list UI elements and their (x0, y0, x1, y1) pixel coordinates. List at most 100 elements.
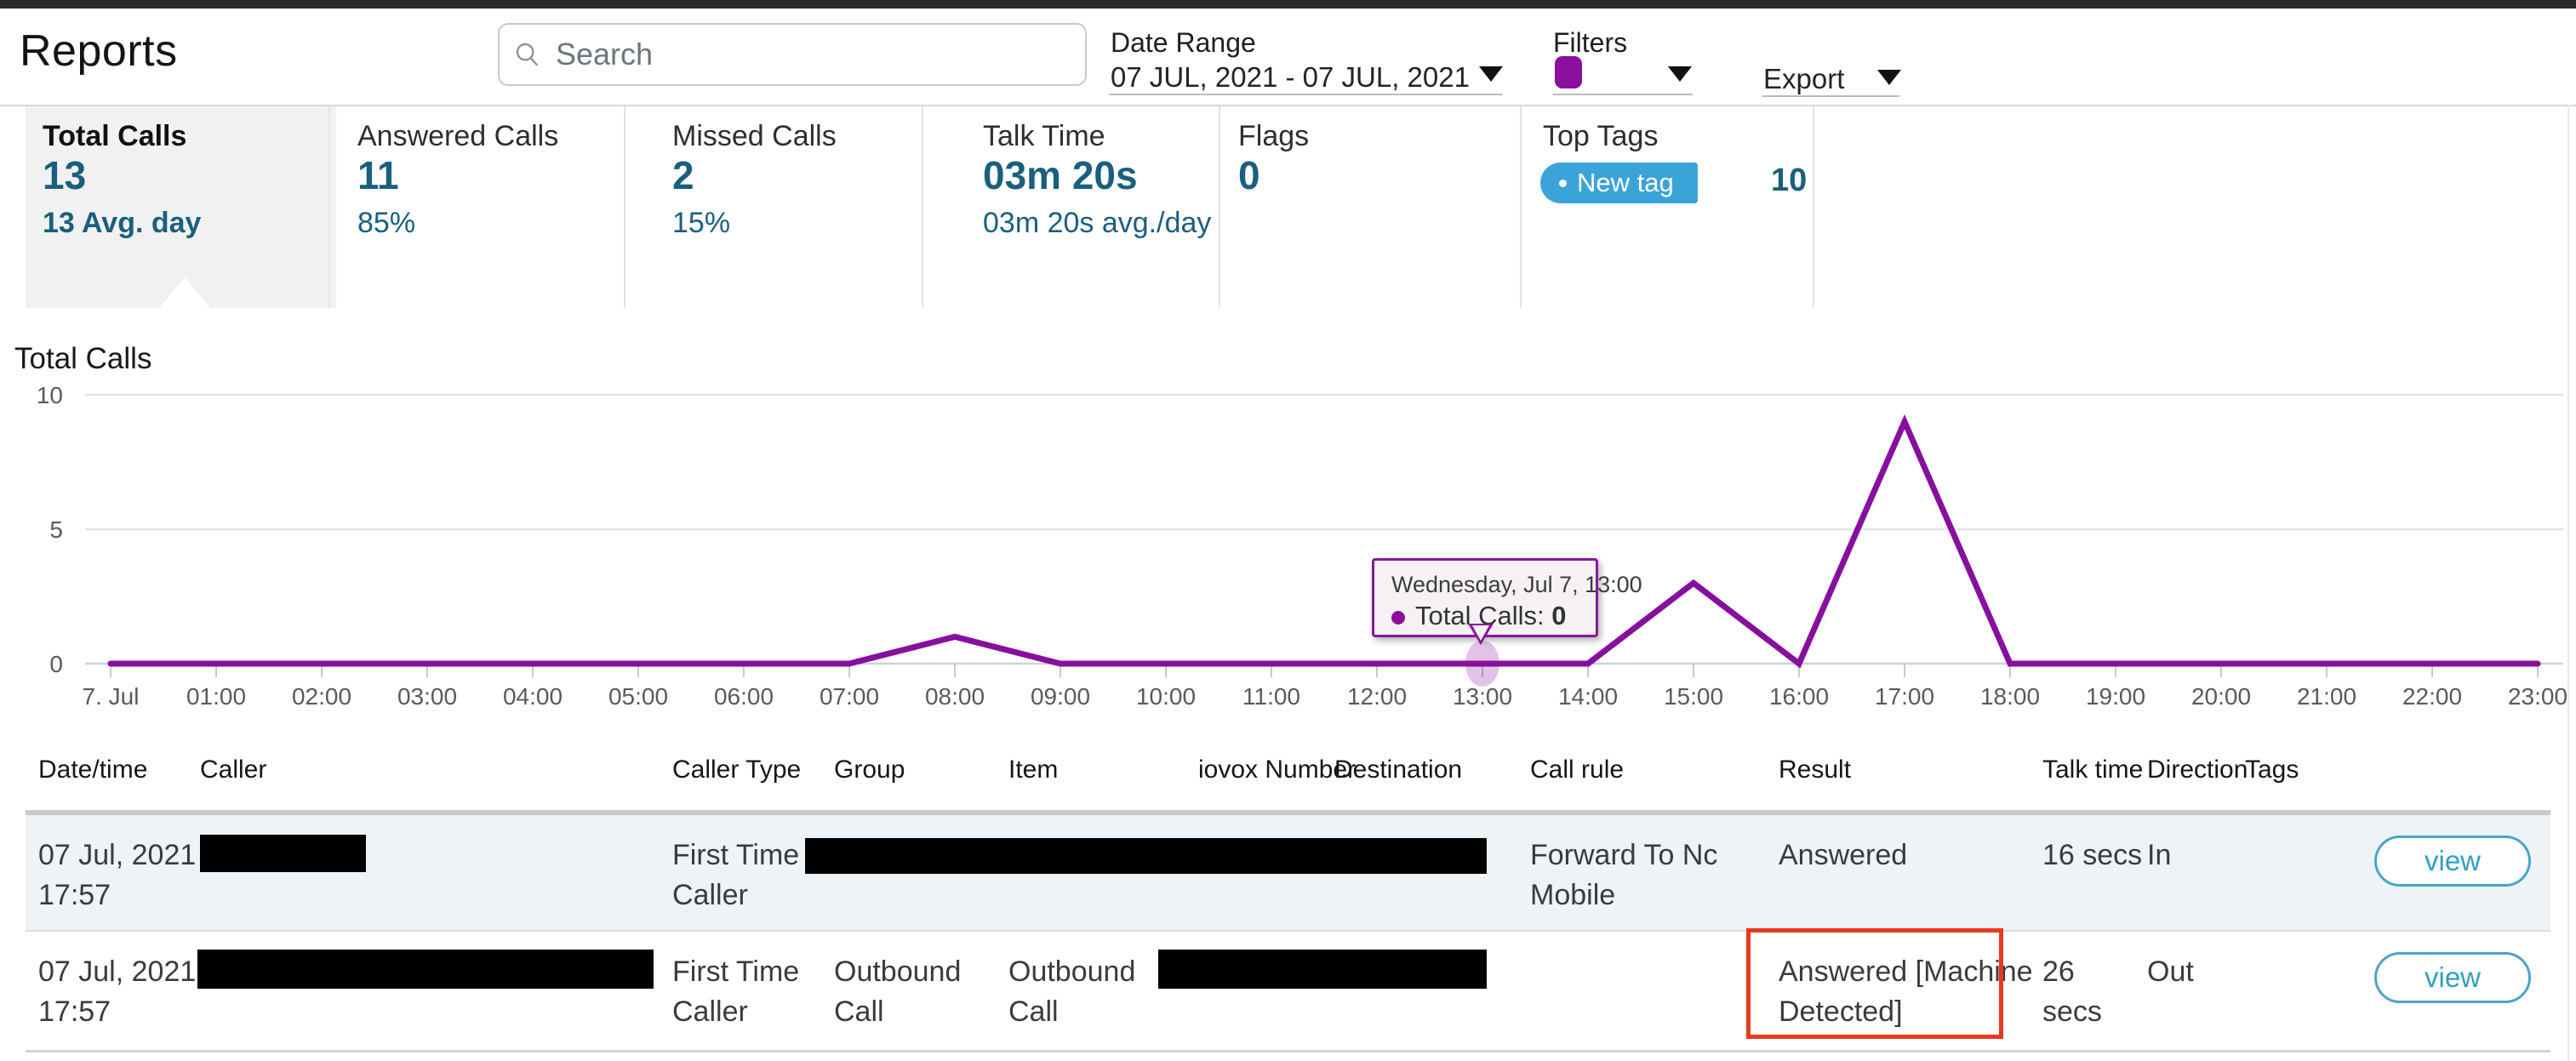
search-input[interactable] (554, 36, 1034, 73)
cell-group: Outbound Call (834, 955, 962, 1028)
svg-text:09:00: 09:00 (1031, 683, 1090, 710)
stat-label: Talk Time (983, 120, 1105, 152)
stat-sub-value: 13 Avg. day (43, 207, 202, 239)
stat-label: Total Calls (43, 120, 187, 152)
card-divider (1219, 106, 1220, 308)
svg-text:19:00: 19:00 (2086, 683, 2145, 710)
col-header-date-time[interactable]: Date/time (38, 756, 148, 784)
card-divider (1813, 106, 1814, 308)
chevron-down-icon[interactable] (1877, 70, 1901, 85)
stats-card-row: Total Calls 13 13 Avg. day Answered Call… (0, 105, 2576, 308)
filters-underline (1553, 94, 1693, 95)
cell-result: Answered (1779, 839, 1908, 871)
svg-text:12:00: 12:00 (1347, 683, 1407, 710)
right-edge-border (2567, 105, 2569, 1061)
svg-text:7. Jul: 7. Jul (83, 683, 140, 710)
svg-text:11:00: 11:00 (1242, 683, 1300, 710)
tooltip-title: Wednesday, Jul 7, 13:00 (1391, 572, 1642, 597)
chart-title: Total Calls (14, 342, 152, 375)
card-divider (1520, 106, 1522, 308)
svg-text:02:00: 02:00 (292, 683, 351, 710)
cell-date-time: 07 Jul, 2021 17:57 (38, 839, 197, 911)
tag-dot-icon (1559, 179, 1567, 187)
svg-text:07:00: 07:00 (820, 683, 879, 710)
stat-label: Answered Calls (357, 120, 559, 152)
col-header-item[interactable]: Item (1008, 756, 1059, 784)
col-header-group[interactable]: Group (834, 756, 905, 784)
stat-sub-value: 03m 20s avg./day (983, 207, 1212, 239)
col-header-result[interactable]: Result (1779, 756, 1852, 784)
svg-text:22:00: 22:00 (2402, 683, 2462, 710)
svg-text:10:00: 10:00 (1136, 683, 1196, 710)
date-range-label: Date Range (1111, 27, 1256, 58)
stat-sub-value: 85% (357, 207, 416, 239)
col-header-caller[interactable]: Caller (200, 756, 267, 784)
redacted-group-item-number (805, 838, 1487, 874)
view-button[interactable]: view (2374, 836, 2531, 887)
result-highlight-box (1746, 928, 2003, 1039)
tag-count: 10 (1771, 163, 1808, 198)
tag-label: New tag (1577, 168, 1674, 197)
svg-text:21:00: 21:00 (2297, 683, 2356, 710)
stat-value: 11 (357, 153, 399, 197)
stat-value: 03m 20s (983, 153, 1138, 197)
redacted-caller (197, 950, 654, 989)
card-divider (624, 106, 625, 308)
cell-direction: Out (2147, 955, 2194, 988)
date-range-value[interactable]: 07 JUL, 2021 - 07 JUL, 2021 (1111, 61, 1470, 93)
redacted-caller (200, 835, 366, 872)
col-header-destination[interactable]: Destination (1334, 756, 1463, 784)
cell-talk-time: 16 secs (2042, 839, 2143, 871)
calls-table: Date/time Caller Caller Type Group Item … (0, 749, 2576, 1052)
cell-result: Answered [Machine Detected] (1779, 955, 2033, 1028)
card-divider (328, 106, 330, 308)
cell-talk-time: 26 secs (2042, 955, 2102, 1028)
export-button[interactable]: Export (1763, 63, 1845, 94)
view-button[interactable]: view (2374, 952, 2531, 1003)
svg-text:04:00: 04:00 (503, 683, 563, 710)
table-bottom-separator (26, 1050, 2550, 1052)
stat-label: Top Tags (1543, 120, 1659, 152)
svg-text:17:00: 17:00 (1875, 683, 1934, 710)
svg-text:06:00: 06:00 (714, 683, 774, 710)
top-black-bar (0, 0, 2576, 9)
svg-text:16:00: 16:00 (1769, 683, 1829, 710)
svg-text:10: 10 (37, 382, 63, 408)
table-header-separator (26, 810, 2550, 815)
tooltip-series-value: Total Calls: 0 (1391, 600, 1596, 632)
table-row[interactable]: 07 Jul, 2021 17:57 First Time Caller Forwa… (26, 815, 2550, 930)
col-header-talk-time[interactable]: Talk time (2042, 756, 2144, 784)
stat-value: 0 (1238, 153, 1260, 197)
cell-tags (2245, 952, 2374, 1050)
filter-color-swatch[interactable] (1555, 56, 1582, 88)
table-row[interactable]: 07 Jul, 2021 17:57 First Time Caller Outbo… (26, 928, 2550, 1050)
col-header-call-rule[interactable]: Call rule (1530, 756, 1625, 784)
new-tag-badge[interactable]: New tag (1540, 163, 1698, 203)
cell-caller-type: First Time Caller (672, 839, 800, 911)
search-box[interactable] (498, 23, 1087, 86)
svg-text:14:00: 14:00 (1558, 683, 1618, 710)
svg-text:13:00: 13:00 (1453, 683, 1512, 710)
search-icon (516, 43, 539, 66)
chevron-down-icon[interactable] (1668, 66, 1692, 82)
svg-text:08:00: 08:00 (925, 683, 985, 710)
stat-value: 13 (43, 153, 87, 197)
svg-text:5: 5 (49, 516, 63, 543)
selected-card-notch (159, 277, 210, 308)
svg-text:20:00: 20:00 (2191, 683, 2251, 710)
card-divider (922, 106, 923, 308)
cell-actions: view (2374, 952, 2549, 1050)
col-header-caller-type[interactable]: Caller Type (672, 756, 802, 784)
chevron-down-icon[interactable] (1479, 66, 1503, 82)
page-title: Reports (20, 26, 178, 76)
cell-caller-type: First Time Caller (672, 955, 800, 1028)
chart-tooltip: Wednesday, Jul 7, 13:00 Total Calls: 0 (1372, 558, 1642, 645)
col-header-direction[interactable]: Direction (2147, 756, 2248, 784)
col-header-tags[interactable]: Tags (2245, 756, 2299, 784)
svg-text:01:00: 01:00 (186, 683, 246, 710)
tooltip-series-label: Total Calls: (1415, 601, 1545, 630)
redacted-iovox-number (1158, 950, 1487, 989)
tooltip-value: 0 (1551, 601, 1567, 630)
col-header-iovox-number[interactable]: iovox Number (1198, 756, 1357, 784)
cell-call-rule (1530, 952, 1779, 1050)
